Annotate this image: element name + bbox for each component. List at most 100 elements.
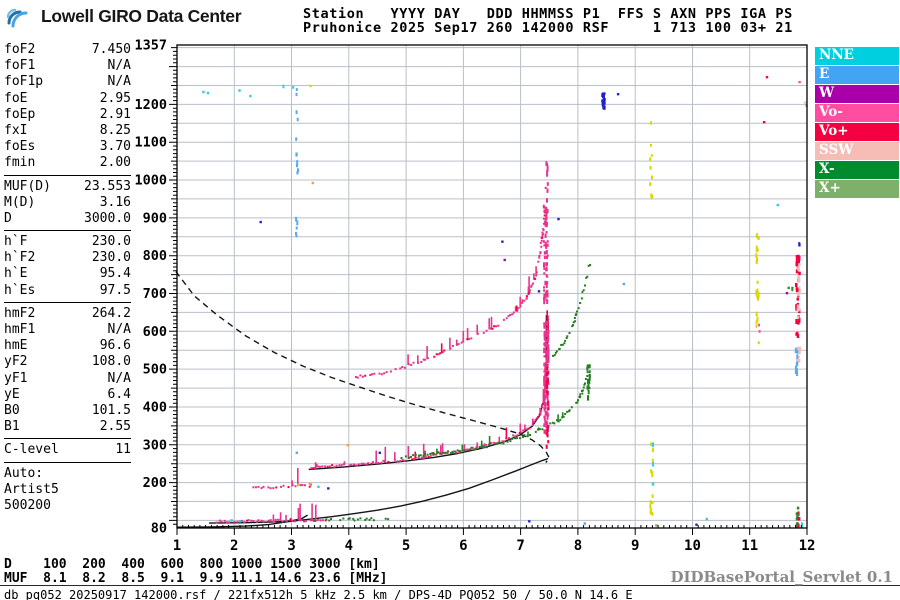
parameter-label: yE xyxy=(4,386,20,402)
parameter-value: 96.6 xyxy=(99,338,131,354)
parameter-value: N/A xyxy=(107,58,131,74)
y-tick-label: 700 xyxy=(143,286,167,302)
muf-values-row: MUF 8.1 8.2 8.5 9.1 9.9 11.1 14.6 23.6 [… xyxy=(4,571,388,586)
parameter-label: yF2 xyxy=(4,354,28,370)
y-tick-label: 900 xyxy=(143,210,167,226)
logo-text: Lowell GIRO Data Center xyxy=(41,5,242,26)
x-tick-label: 7 xyxy=(516,538,524,554)
station-header-columns: Station YYYY DAY DDD HHMMSS P1 FFS S AXN… xyxy=(303,6,793,22)
parameter-label: hmF2 xyxy=(4,305,36,321)
echo-column xyxy=(652,442,655,486)
echo-column xyxy=(798,242,801,247)
grid xyxy=(177,45,807,528)
parameter-label: hmE xyxy=(4,338,28,354)
autoscaling-info-line: Artist5 xyxy=(4,481,59,497)
parameter-label: foE xyxy=(4,90,28,106)
giro-wave-icon xyxy=(6,8,28,28)
parameter-label: foF1p xyxy=(4,74,44,90)
echo-column xyxy=(601,92,606,110)
model-curves xyxy=(175,271,550,528)
parameter-value: 3.16 xyxy=(99,194,131,210)
parameter-row: hmF1 N/A xyxy=(4,322,131,338)
f-2hop-x-mode xyxy=(552,264,592,357)
noise-dots xyxy=(655,524,658,527)
parameter-label: D xyxy=(4,210,12,226)
footer-divider xyxy=(0,585,900,586)
parameter-row: C-level 11 xyxy=(4,442,131,458)
parameter-label: h`Es xyxy=(4,282,36,298)
x-tick-label: 8 xyxy=(574,538,582,554)
y-tick-label: 600 xyxy=(143,324,167,340)
parameter-value: 2.55 xyxy=(99,419,131,435)
y-tick-label: 1000 xyxy=(134,173,167,189)
es-1hop-x-mode xyxy=(313,517,390,522)
parameter-label: h`F2 xyxy=(4,250,36,266)
parameter-value: 101.5 xyxy=(91,402,131,418)
measurement-status-line: db pq052 20250917 142000.rsf / 221fx512h… xyxy=(4,588,633,600)
station-header-values: Pruhonice 2025 Sep17 260 142000 RSF 1 71… xyxy=(303,20,793,36)
parameter-label: B1 xyxy=(4,419,20,435)
parameter-row: hmF2 264.2 xyxy=(4,306,131,322)
noise-dots xyxy=(804,101,807,104)
x-tick-label: 10 xyxy=(684,538,701,554)
parameter-row: MUF(D) 23.553 xyxy=(4,179,131,195)
f-layer-model-virtual-trace xyxy=(308,315,548,471)
parameter-row: foF1 N/A xyxy=(4,58,131,74)
echo-column xyxy=(295,88,299,238)
true-height-profile xyxy=(176,457,549,528)
x-tick-label: 5 xyxy=(402,538,410,554)
parameter-value: 95.4 xyxy=(99,266,131,282)
echo-column xyxy=(649,121,653,199)
x-tick-label: 1 xyxy=(173,538,181,554)
echo-traces xyxy=(202,76,808,529)
echo-column xyxy=(796,263,802,363)
panel-divider xyxy=(4,301,131,303)
parameter-row: yF1 N/A xyxy=(4,371,131,387)
giro-logo[interactable]: Lowell GIRO Data Center xyxy=(6,3,242,29)
parameter-value: 11 xyxy=(115,442,131,458)
parameter-value: N/A xyxy=(107,322,131,337)
echo-column xyxy=(544,161,549,203)
parameter-label: B0 xyxy=(4,402,20,418)
echo-column xyxy=(758,323,761,333)
y-tick-label: 1357 xyxy=(134,38,167,54)
y-tick-label: 80 xyxy=(151,521,167,537)
parameter-value: 3000.0 xyxy=(84,210,131,226)
autoscaling-info-line: 500200 xyxy=(4,497,51,513)
y-tick-label: 1200 xyxy=(134,97,167,113)
parameter-panel: foF2 7.450 foF1 N/A foF1p N/A foE 2.95 foEp 2.91 f… xyxy=(4,42,131,514)
parameter-value: 264.2 xyxy=(91,305,131,321)
parameter-label: C-level xyxy=(4,442,59,458)
x-tick-label: 4 xyxy=(345,538,353,554)
echo-column xyxy=(543,320,550,435)
muf-distance-row: D 100 200 400 600 800 1000 1500 3000 [km… xyxy=(4,557,380,572)
parameter-row: foEs 3.70 xyxy=(4,139,131,155)
legend-item-e: E xyxy=(815,66,899,84)
panel-divider xyxy=(4,461,131,463)
y-tick-label: 400 xyxy=(143,399,167,415)
x-tick-label: 2 xyxy=(230,538,238,554)
parameter-label: fxI xyxy=(4,122,28,138)
parameter-value: 6.4 xyxy=(107,386,131,402)
parameter-row: foF2 7.450 xyxy=(4,42,131,58)
x-tick-label: 9 xyxy=(631,538,639,554)
f-2hop-o-mode xyxy=(355,206,547,379)
parameter-label: foF1 xyxy=(4,58,36,74)
axes: 1357120011001000900800700600500400300200… xyxy=(134,38,815,555)
echo-column xyxy=(586,364,591,401)
y-tick-label: 1100 xyxy=(134,135,167,151)
echo-column xyxy=(282,84,295,89)
legend-item-nne: NNE xyxy=(815,47,899,65)
parameter-row: h`Es 97.5 xyxy=(4,283,131,299)
noise-dots xyxy=(308,181,349,485)
parameter-row: M(D) 3.16 xyxy=(4,195,131,211)
y-tick-label: 500 xyxy=(143,362,167,378)
parameter-value: 108.0 xyxy=(91,354,131,370)
parameter-value: N/A xyxy=(107,74,131,90)
parameter-value: 97.5 xyxy=(99,282,131,298)
y-tick-label: 800 xyxy=(143,248,167,264)
parameter-value: 3.70 xyxy=(99,139,131,155)
echo-column xyxy=(542,204,549,305)
